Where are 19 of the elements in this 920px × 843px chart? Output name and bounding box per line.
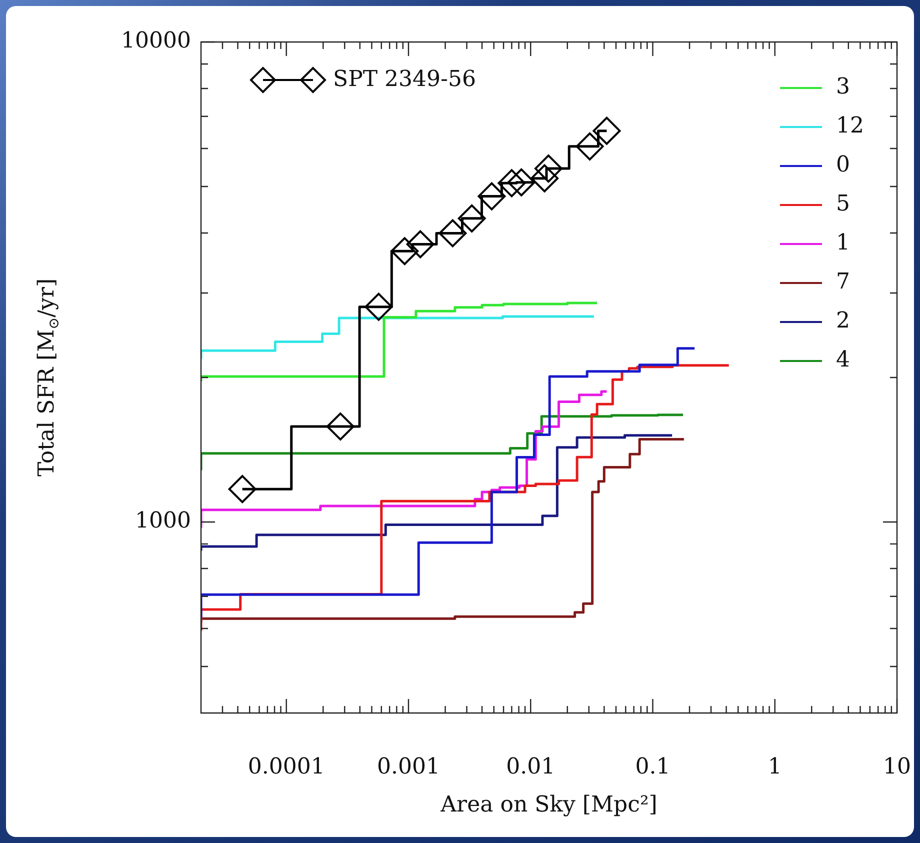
x-tick-label: 0.0001	[248, 754, 325, 780]
x-tick-label: 0.01	[506, 754, 556, 780]
x-axis-title: Area on Sky [Mpc²]	[440, 792, 658, 818]
x-tick-label: 1	[768, 754, 782, 780]
legend-label: 5	[836, 192, 850, 217]
legend-label: 2	[836, 308, 850, 334]
y-tick-label: 10000	[121, 28, 191, 54]
y-axis-title: Total SFR [M⊙/yr]	[34, 278, 62, 477]
legend-label: 1	[836, 230, 850, 256]
legend-label: 0	[836, 152, 850, 178]
x-tick-label: 0.1	[635, 754, 670, 780]
legend-label: 7	[836, 270, 850, 295]
x-tick-label: 10	[883, 754, 911, 780]
legend-label: 12	[836, 114, 864, 139]
x-tick-label: 0.001	[377, 754, 440, 780]
legend-label: 4	[836, 348, 850, 373]
legend-label: SPT 2349-56	[333, 66, 476, 94]
y-tick-label: 1000	[135, 508, 191, 534]
legend-label: 3	[836, 74, 850, 100]
